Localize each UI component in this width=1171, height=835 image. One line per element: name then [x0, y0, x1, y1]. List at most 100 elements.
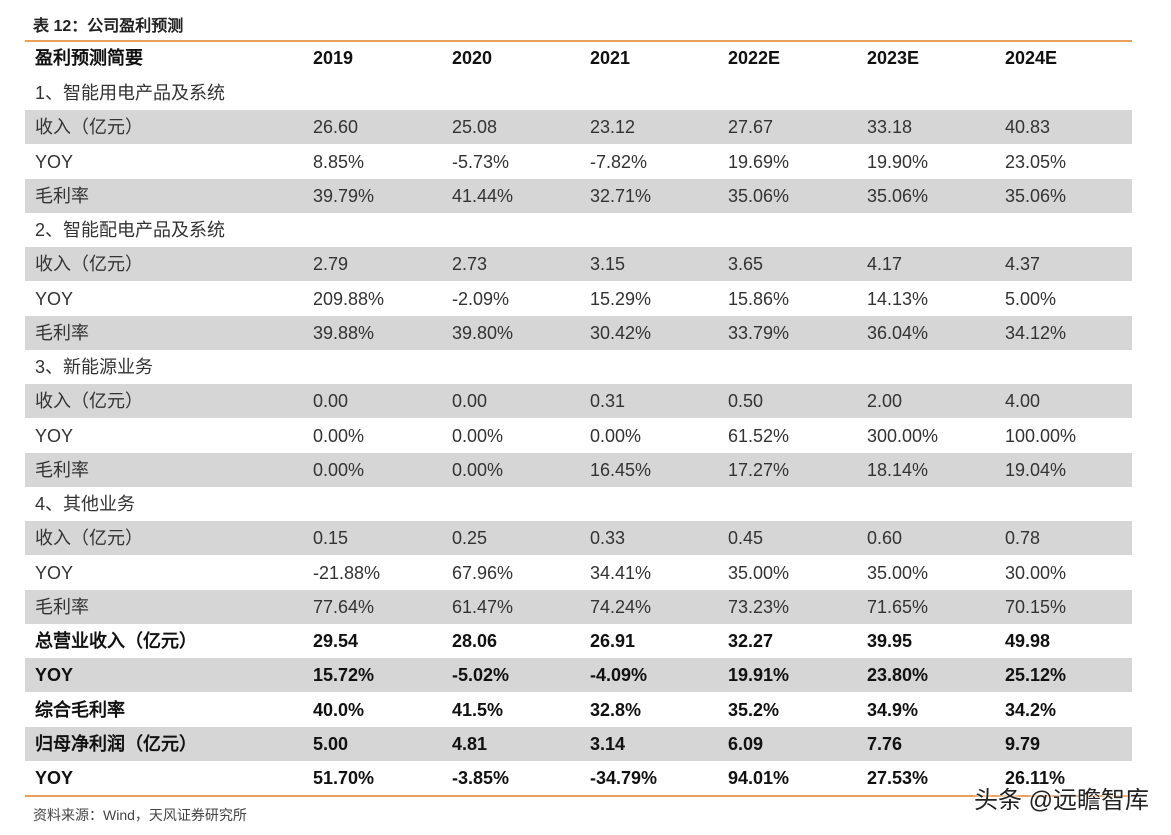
cell: 2024E	[1005, 48, 1058, 68]
cell: 0.31	[590, 391, 626, 412]
cell: 19.91%	[728, 665, 790, 686]
cell: 5.00%	[1005, 288, 1057, 309]
cell: 39.88%	[313, 322, 375, 343]
data-row: 毛利率 77.64% 61.47% 74.24% 73.23% 71.65% 70.15%	[25, 589, 1132, 624]
cell: 35.00%	[728, 562, 790, 583]
cell: 15.29%	[590, 288, 652, 309]
cell: 49.98	[1005, 631, 1051, 651]
cell: 32.8%	[590, 699, 642, 720]
cell: 25.08	[452, 117, 498, 138]
cell: 3.14	[590, 733, 626, 754]
cell: 8.85%	[313, 151, 365, 172]
cell: 35.00%	[867, 562, 929, 583]
cell: 34.2%	[1005, 699, 1057, 720]
cell: 39.95	[867, 631, 913, 651]
cell: 94.01%	[728, 768, 790, 788]
cell: 6.09	[728, 733, 764, 754]
cell: 25.12%	[1005, 665, 1067, 686]
row-label: 综合毛利率	[35, 699, 125, 720]
cell: 2.73	[452, 254, 488, 275]
cell: 19.04%	[1005, 459, 1067, 480]
cell: 27.67	[728, 117, 774, 138]
cell: 0.00%	[590, 425, 642, 446]
cell: 33.18	[867, 117, 913, 138]
data-row: 毛利率 39.88% 39.80% 30.42% 33.79% 36.04% 34.12%	[25, 315, 1132, 350]
cell: 39.80%	[452, 322, 514, 343]
row-label: 4、其他业务	[35, 494, 136, 514]
cell: 71.65%	[867, 596, 929, 617]
row-label: YOY	[35, 768, 74, 788]
cell: 61.52%	[728, 425, 790, 446]
watermark: 头条 @远瞻智库	[973, 787, 1149, 814]
cell: -5.02%	[452, 665, 510, 686]
data-row: YOY 0.00% 0.00% 0.00% 61.52% 300.00% 100.00%	[25, 419, 1132, 453]
data-row: 总营业收入（亿元） 29.54 28.06 26.91 32.27 39.95 49.98	[25, 624, 1132, 658]
cell: 26.91	[590, 631, 636, 651]
cell: 33.79%	[728, 322, 790, 343]
data-row: 收入（亿元） 0.00 0.00 0.31 0.50 2.00 4.00	[25, 384, 1132, 419]
cell: 4.81	[452, 733, 488, 754]
row-label: 收入（亿元）	[35, 254, 143, 275]
cell: 18.14%	[867, 459, 929, 480]
cell: -5.73%	[452, 151, 510, 172]
cell: 3.65	[728, 254, 764, 275]
cell: 2022E	[728, 48, 781, 68]
cell: 23.05%	[1005, 151, 1067, 172]
cell: 2023E	[867, 48, 920, 68]
cell: 2.00	[867, 391, 903, 412]
data-row: 收入（亿元） 0.15 0.25 0.33 0.45 0.60 0.78	[25, 521, 1132, 556]
cell: 4.37	[1005, 254, 1041, 275]
data-row: YOY 51.70% -3.85% -34.79% 94.01% 27.53% 26.11%	[25, 761, 1132, 795]
source-note: 资料来源：Wind，天风证券研究所	[33, 807, 247, 823]
cell: 40.83	[1005, 117, 1051, 138]
row-label: 毛利率	[35, 322, 89, 343]
cell: 70.15%	[1005, 596, 1067, 617]
row-label: YOY	[35, 288, 74, 309]
cell: 35.06%	[867, 185, 929, 206]
cell: 0.00%	[452, 459, 504, 480]
cell: 0.00%	[452, 425, 504, 446]
rule	[25, 40, 1132, 42]
cell: 2021	[590, 48, 631, 68]
header-row: 盈利预测简要 2019 2020 2021 2022E 2023E 2024E	[25, 41, 1132, 75]
cell: 73.23%	[728, 596, 790, 617]
cell: 34.9%	[867, 699, 919, 720]
cell: 61.47%	[452, 596, 514, 617]
data-row: 毛利率 39.79% 41.44% 32.71% 35.06% 35.06% 35.06%	[25, 178, 1132, 213]
data-row: 收入（亿元） 26.60 25.08 23.12 27.67 33.18 40.83	[25, 110, 1132, 145]
cell: 36.04%	[867, 322, 929, 343]
row-label: 3、新能源业务	[35, 357, 154, 377]
cell: 0.25	[452, 528, 488, 549]
cell: 32.71%	[590, 185, 652, 206]
cell: 41.5%	[452, 699, 504, 720]
cell: 35.2%	[728, 699, 780, 720]
cell: 0.00	[452, 391, 488, 412]
cell: -34.79%	[590, 768, 658, 788]
data-row: YOY 209.88% -2.09% 15.29% 15.86% 14.13% 5.00%	[25, 282, 1132, 316]
row-label: 收入（亿元）	[35, 117, 143, 138]
cell: 5.00	[313, 733, 349, 754]
row-label: YOY	[35, 151, 74, 172]
section-row: 2、智能配电产品及系统	[25, 213, 1132, 247]
row-label: YOY	[35, 425, 74, 446]
cell: 16.45%	[590, 459, 652, 480]
section-row: 3、新能源业务	[25, 350, 1132, 384]
cell: 17.27%	[728, 459, 790, 480]
cell: 0.33	[590, 528, 626, 549]
section-row: 1、智能用电产品及系统	[25, 76, 1132, 110]
cell: 40.0%	[313, 699, 365, 720]
data-row: 综合毛利率 40.0% 41.5% 32.8% 35.2% 34.9% 34.2%	[25, 693, 1132, 727]
row-label: YOY	[35, 562, 74, 583]
cell: 2020	[452, 48, 493, 68]
row-label: 归母净利润（亿元）	[35, 733, 197, 754]
data-row: YOY 15.72% -5.02% -4.09% 19.91% 23.80% 25.12%	[25, 658, 1132, 693]
cell: 0.00%	[313, 459, 365, 480]
section-row: 4、其他业务	[25, 487, 1132, 521]
cell: 35.06%	[728, 185, 790, 206]
cell: 0.00	[313, 391, 349, 412]
table-title: 表 12：公司盈利预测	[33, 18, 184, 35]
rule	[25, 795, 1132, 797]
cell: 23.80%	[867, 665, 929, 686]
cell: 74.24%	[590, 596, 652, 617]
cell: -7.82%	[590, 151, 648, 172]
